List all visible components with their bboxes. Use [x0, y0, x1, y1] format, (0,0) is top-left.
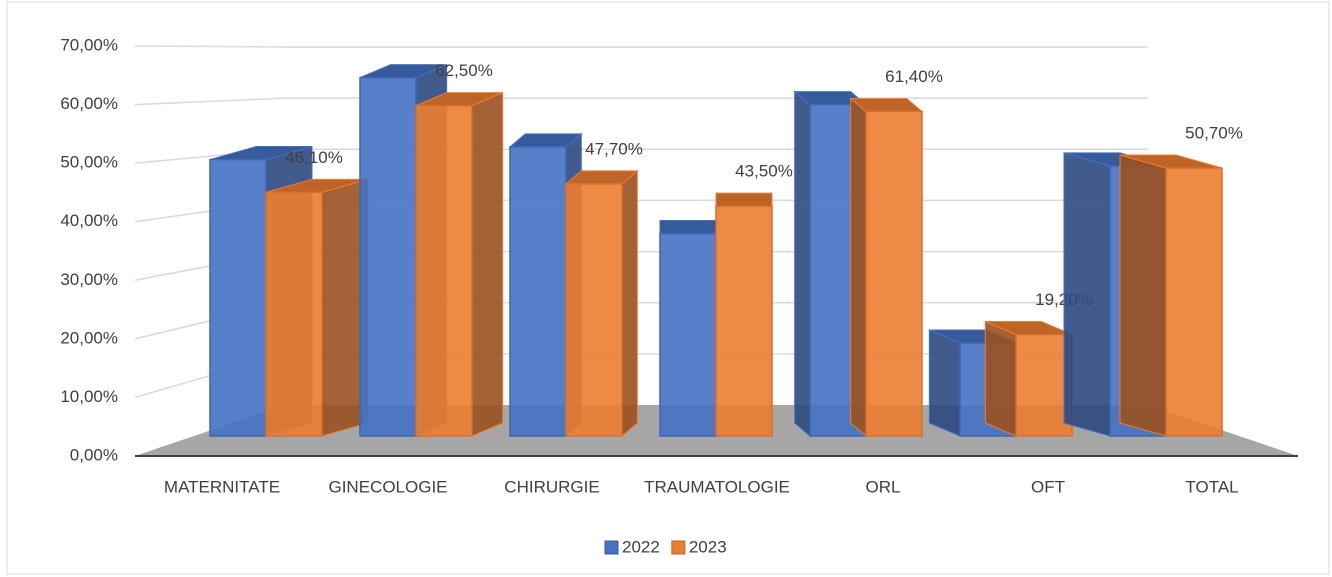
x-tick-label: ORL: [866, 477, 901, 496]
y-tick-label: 0,00%: [70, 445, 118, 464]
grid-line: [134, 45, 1148, 48]
data-label: 62,50%: [435, 61, 493, 80]
bar: [359, 76, 417, 437]
bar: [659, 232, 717, 437]
bar-top: [659, 220, 717, 235]
y-tick-label: 40,00%: [60, 211, 118, 230]
legend-swatch: [671, 540, 686, 555]
bar: [415, 104, 473, 437]
x-tick-label: MATERNITATE: [164, 477, 280, 496]
bar: [509, 146, 567, 437]
bar: [1165, 167, 1223, 437]
x-tick-label: CHIRURGIE: [504, 477, 599, 496]
data-label: 43,50%: [735, 162, 793, 181]
bar: [209, 158, 267, 437]
x-tick-label: GINECOLOGIE: [328, 477, 447, 496]
bar-top: [715, 192, 773, 207]
bar-side: [1119, 154, 1167, 437]
x-tick-label: TRAUMATOLOGIE: [644, 477, 790, 496]
data-label: 61,40%: [885, 67, 943, 86]
bar-side: [471, 91, 504, 437]
bar-side: [928, 329, 961, 437]
y-tick-label: 70,00%: [60, 35, 118, 54]
bar-side: [984, 320, 1017, 437]
y-tick-label: 60,00%: [60, 94, 118, 113]
bar: [715, 205, 773, 437]
x-tick-label: TOTAL: [1185, 477, 1238, 496]
bar-side: [1063, 152, 1111, 437]
y-tick-label: 20,00%: [60, 328, 118, 347]
bar: [565, 183, 623, 437]
y-tick-label: 30,00%: [60, 270, 118, 289]
bar: [265, 191, 323, 437]
y-tick-label: 10,00%: [60, 387, 118, 406]
x-tick-label: OFT: [1031, 477, 1065, 496]
bar-side: [621, 169, 638, 438]
y-tick-label: 50,00%: [60, 153, 118, 172]
legend-swatch: [604, 540, 619, 555]
bar-side: [850, 97, 867, 438]
bar: [1015, 333, 1073, 437]
legend-label: 2023: [689, 537, 727, 556]
legend-label: 2022: [622, 537, 660, 556]
bar: [865, 110, 923, 437]
data-label: 46,10%: [285, 148, 343, 167]
data-label: 50,70%: [1185, 123, 1243, 142]
bar-side: [794, 90, 811, 438]
data-label: 47,70%: [585, 139, 643, 158]
